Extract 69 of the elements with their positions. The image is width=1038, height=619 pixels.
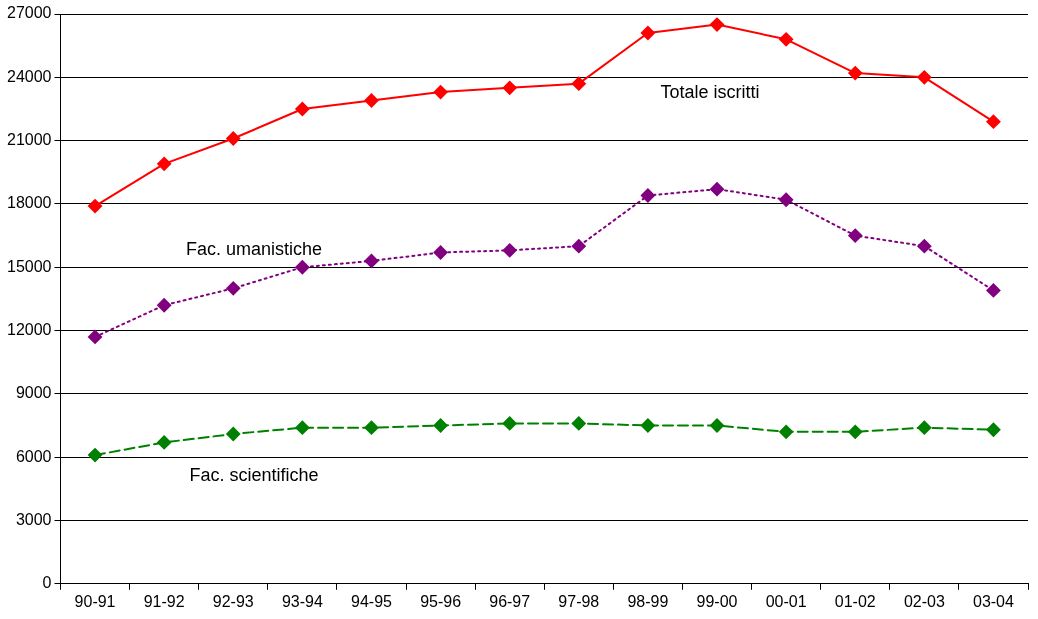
- x-tick-label: 94-95: [351, 592, 393, 610]
- x-tick-label: 00-01: [765, 592, 807, 610]
- point: [295, 101, 310, 116]
- y-tick-label: 24000: [6, 67, 52, 85]
- point: [710, 418, 725, 433]
- y-tick-label: 0: [42, 574, 52, 592]
- y-tick-label: 3000: [15, 510, 52, 528]
- point: [848, 66, 863, 81]
- point: [779, 192, 794, 207]
- point: [433, 418, 448, 433]
- point: [917, 239, 932, 254]
- x-tick-label: 90-91: [74, 592, 116, 610]
- x-tick-label: 03-04: [972, 592, 1015, 610]
- y-tick-label: 27000: [6, 4, 52, 22]
- point: [88, 199, 103, 214]
- point: [710, 17, 725, 32]
- x-tick-label: 91-92: [143, 592, 185, 610]
- series-label: Fac. umanistiche: [185, 239, 323, 260]
- point: [226, 131, 241, 146]
- x-tick-label: 93-94: [281, 592, 323, 610]
- point: [157, 435, 172, 450]
- point: [433, 245, 448, 260]
- point: [917, 70, 932, 85]
- x-tick-label: 98-99: [627, 592, 669, 610]
- point: [502, 416, 517, 431]
- point: [88, 448, 103, 463]
- point: [640, 25, 655, 40]
- y-tick-label: 15000: [6, 257, 52, 275]
- point: [571, 76, 586, 91]
- point: [848, 228, 863, 243]
- point: [571, 416, 586, 431]
- y-tick-label: 6000: [15, 447, 52, 465]
- point: [295, 260, 310, 275]
- point: [364, 420, 379, 435]
- point: [502, 80, 517, 95]
- text: Totale iscritti: [660, 81, 760, 102]
- point: [226, 426, 241, 441]
- y-tick-label: 21000: [6, 131, 52, 149]
- point: [295, 420, 310, 435]
- point: [88, 329, 103, 344]
- point: [433, 85, 448, 100]
- point: [226, 281, 241, 296]
- y-tick-label: 18000: [6, 194, 52, 212]
- point: [779, 424, 794, 439]
- x-tick-label: 95-96: [420, 592, 462, 610]
- series-label: Fac. scientifiche: [189, 464, 319, 485]
- x-tick-label: 01-02: [834, 592, 876, 610]
- x-tick-label: 92-93: [212, 592, 254, 610]
- point: [364, 253, 379, 268]
- x-tick-label: 96-97: [489, 592, 531, 610]
- x-tick-label: 02-03: [903, 592, 945, 610]
- point: [710, 182, 725, 197]
- point: [917, 420, 932, 435]
- y-tick-label: 12000: [6, 320, 52, 338]
- point: [157, 298, 172, 313]
- y-tick-label: 9000: [15, 384, 52, 402]
- point: [571, 239, 586, 254]
- point: [986, 114, 1001, 129]
- point: [502, 243, 517, 258]
- point: [779, 32, 794, 47]
- point: [364, 93, 379, 108]
- point: [848, 424, 863, 439]
- x-tick-label: 99-00: [696, 592, 738, 610]
- point: [986, 283, 1001, 298]
- point: [157, 156, 172, 171]
- point: [986, 422, 1001, 437]
- point: [640, 188, 655, 203]
- point: [640, 418, 655, 433]
- x-tick-label: 97-98: [558, 592, 600, 610]
